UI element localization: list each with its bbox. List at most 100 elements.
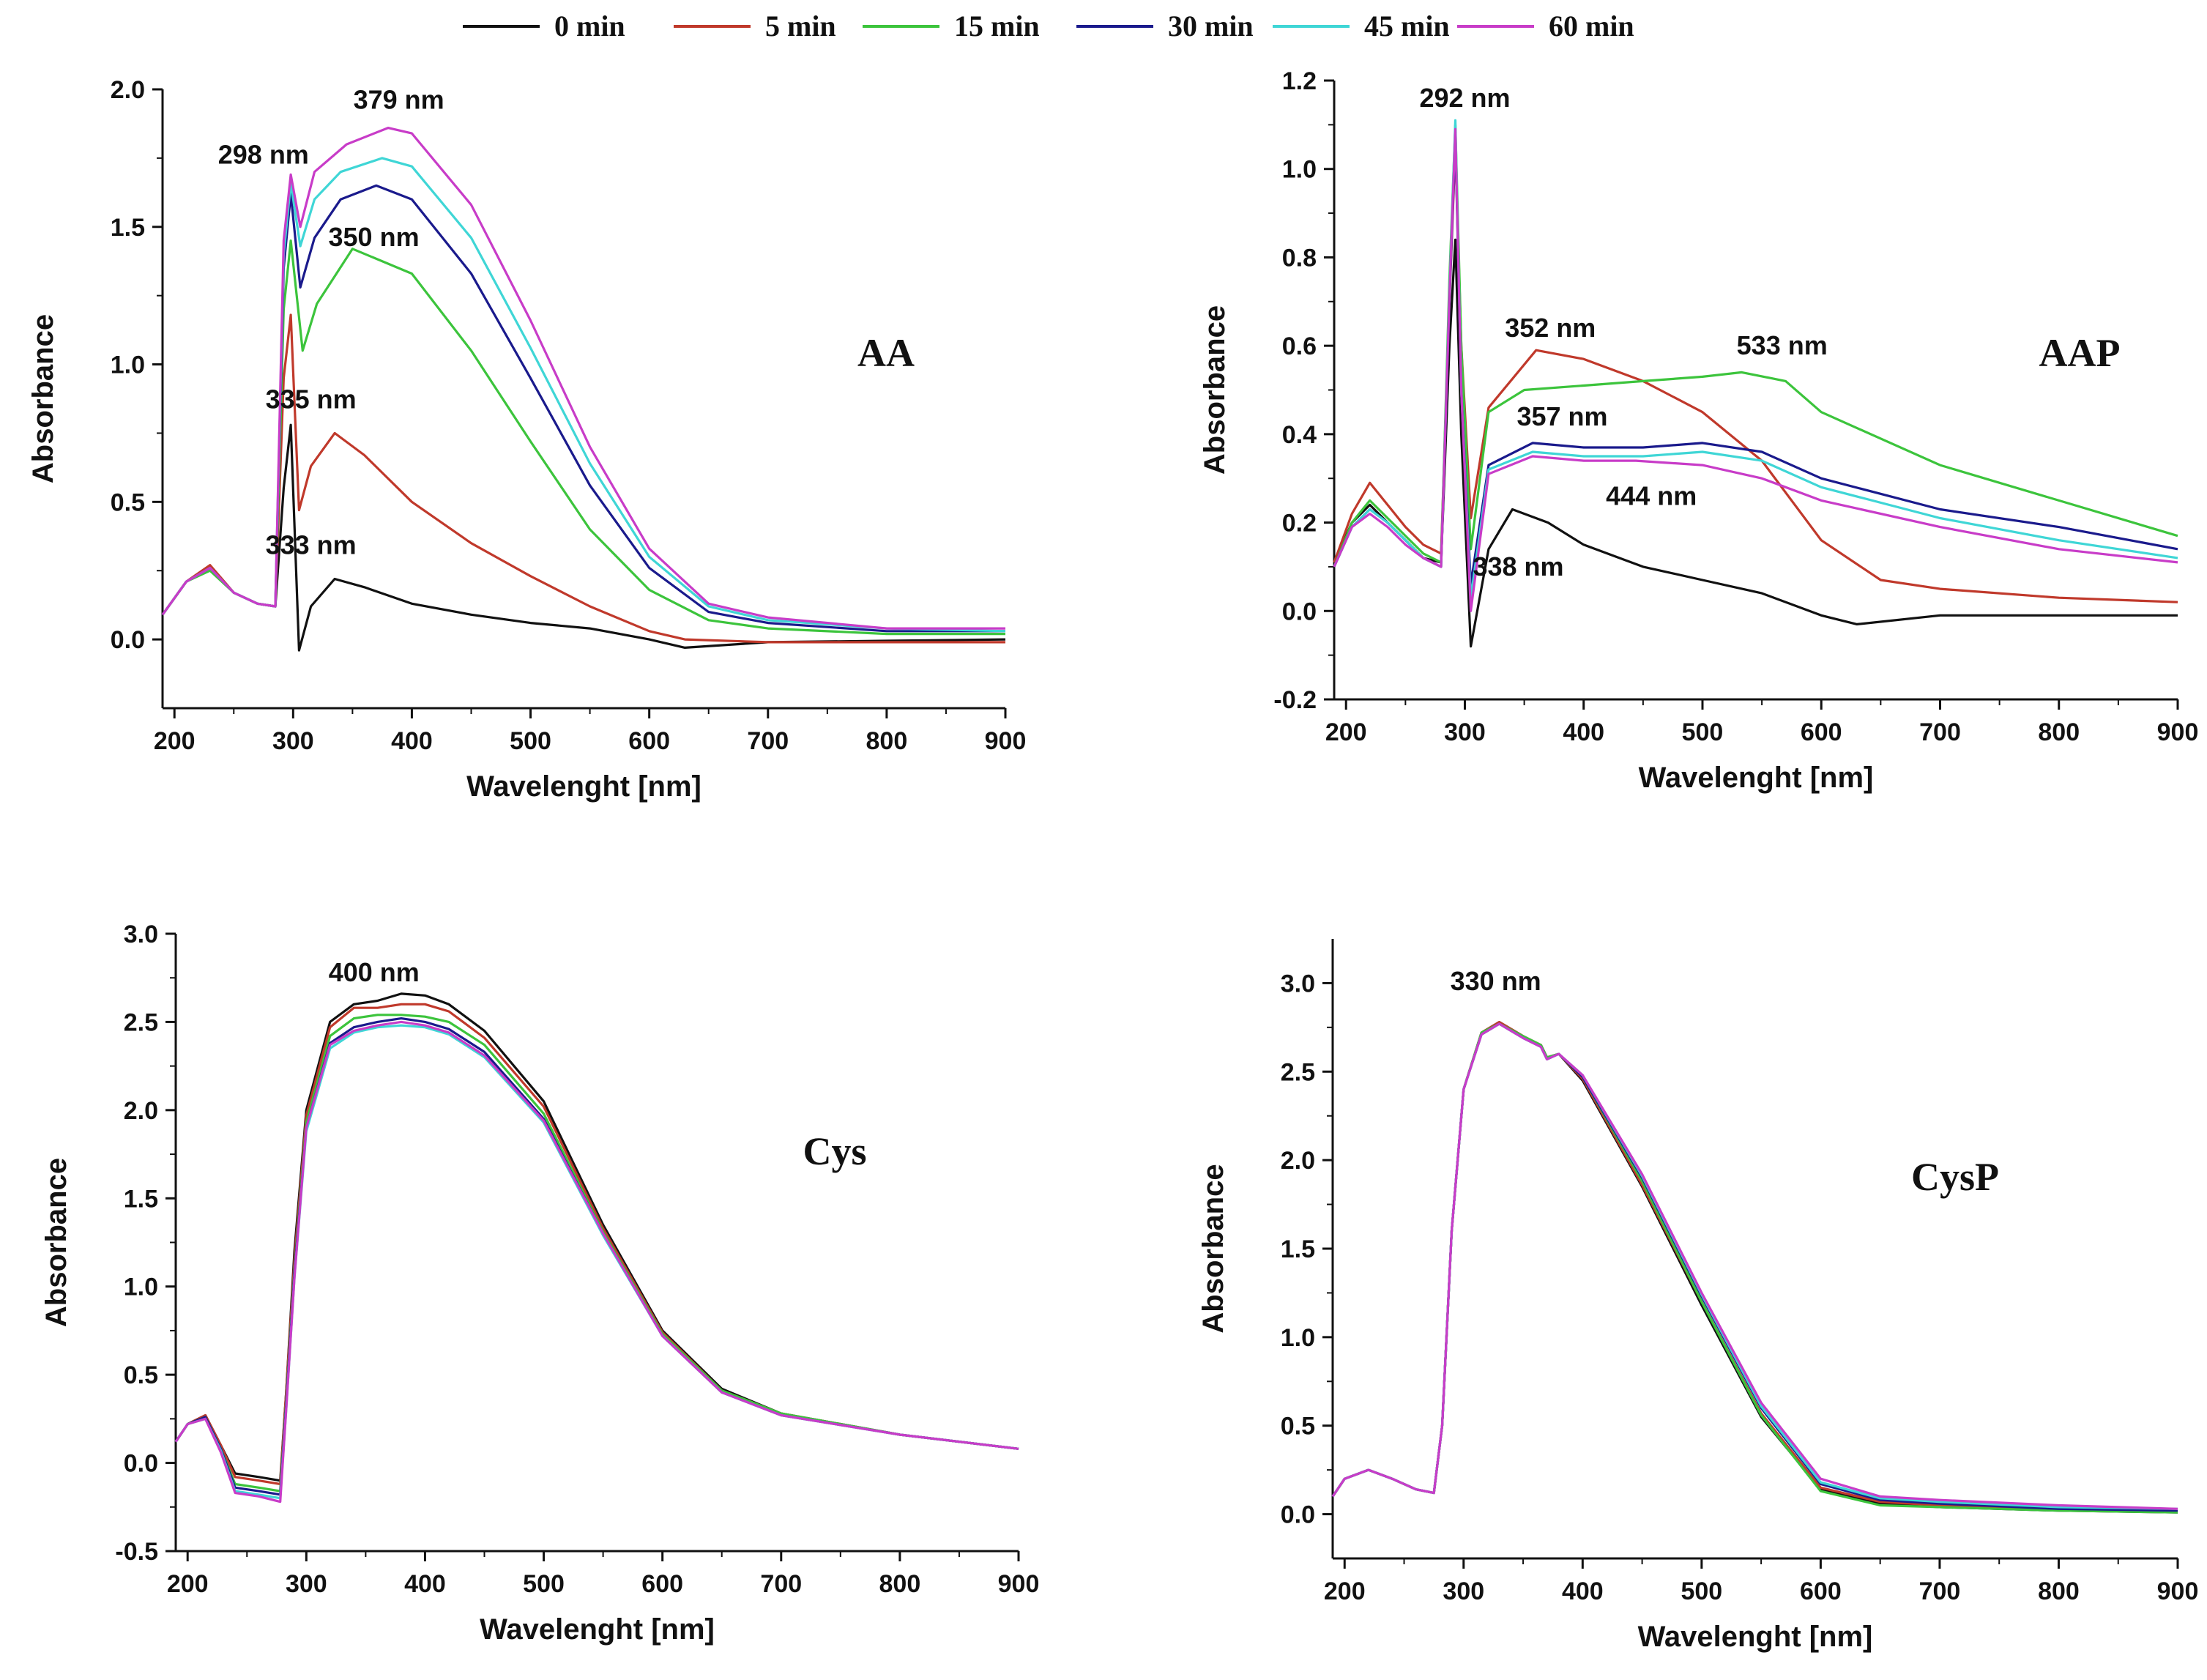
y-tick-label: 1.2 bbox=[1282, 67, 1317, 95]
y-tick-label: 0.0 bbox=[1281, 1501, 1315, 1529]
panel-tag-cysp: CysP bbox=[1911, 1155, 1999, 1199]
x-tick-label: 800 bbox=[879, 1570, 921, 1598]
x-tick-label: 700 bbox=[1919, 718, 1961, 746]
x-tick-label: 600 bbox=[628, 727, 670, 755]
x-tick-label: 300 bbox=[286, 1570, 327, 1598]
x-tick-label: 500 bbox=[1681, 1577, 1722, 1605]
y-tick-label: 0.5 bbox=[124, 1361, 158, 1389]
x-tick-label: 400 bbox=[1562, 1577, 1604, 1605]
x-tick-label: 500 bbox=[523, 1570, 565, 1598]
y-tick-label: 3.0 bbox=[1281, 970, 1315, 997]
x-tick-label: 800 bbox=[2038, 718, 2080, 746]
x-tick-label: 800 bbox=[2038, 1577, 2080, 1605]
legend-label-15-min: 15 min bbox=[954, 10, 1040, 42]
x-tick-label: 900 bbox=[998, 1570, 1040, 1598]
y-tick-label: 0.0 bbox=[1282, 598, 1317, 625]
x-tick-label: 500 bbox=[1682, 718, 1724, 746]
x-axis-label: Wavelenght [nm] bbox=[1638, 1621, 1873, 1653]
series-line-5-min bbox=[1333, 145, 2178, 603]
x-tick-label: 700 bbox=[747, 727, 789, 755]
y-tick-label: 3.0 bbox=[124, 921, 158, 948]
x-tick-label: 900 bbox=[2157, 718, 2199, 746]
x-tick-label: 800 bbox=[866, 727, 908, 755]
peak-annotation: 533 nm bbox=[1737, 330, 1828, 360]
y-tick-label: 1.0 bbox=[124, 1274, 158, 1301]
x-tick-label: 600 bbox=[641, 1570, 683, 1598]
y-tick-label: 2.5 bbox=[124, 1008, 158, 1036]
x-tick-label: 300 bbox=[272, 727, 314, 755]
x-tick-label: 600 bbox=[1801, 718, 1842, 746]
series-line-15-min bbox=[1333, 123, 2178, 568]
y-axis-label: Absorbance bbox=[27, 314, 59, 483]
y-tick-label: 1.0 bbox=[1281, 1324, 1315, 1352]
y-axis-label: Absorbance bbox=[1199, 305, 1231, 475]
x-tick-label: 200 bbox=[154, 727, 196, 755]
series-line-60-min bbox=[161, 127, 1005, 630]
y-tick-label: 1.5 bbox=[1281, 1235, 1315, 1263]
panel-tag-cys: Cys bbox=[803, 1129, 866, 1173]
y-tick-label: 1.5 bbox=[111, 214, 145, 242]
peak-annotation: 352 nm bbox=[1505, 313, 1596, 343]
panel-tag-aa: AA bbox=[857, 331, 915, 375]
y-tick-label: 2.5 bbox=[1281, 1058, 1315, 1086]
y-axis-label: Absorbance bbox=[40, 1158, 72, 1327]
x-tick-label: 200 bbox=[1324, 1577, 1366, 1605]
chart-aa: 200 300 400 500 600 700 800 900 0.0 0.5 1.0 1.5 2.0 W… bbox=[27, 76, 1026, 803]
x-axis-label: Wavelenght [nm] bbox=[1639, 762, 1874, 794]
x-tick-label: 400 bbox=[1563, 718, 1604, 746]
y-tick-label: 0.8 bbox=[1282, 244, 1317, 272]
x-tick-label: 700 bbox=[760, 1570, 802, 1598]
x-tick-label: 300 bbox=[1443, 1577, 1484, 1605]
y-tick-label: 0.5 bbox=[1281, 1413, 1315, 1441]
x-tick-label: 300 bbox=[1444, 718, 1486, 746]
series-line-60-min bbox=[174, 1020, 1019, 1504]
peak-annotation: 298 nm bbox=[218, 139, 309, 169]
legend-label-30-min: 30 min bbox=[1168, 10, 1254, 42]
y-tick-label: 2.0 bbox=[111, 76, 145, 104]
chart-cys: 200 300 400 500 600 700 800 900 -0.5 0.0 0.5 1.0 1.5… bbox=[40, 921, 1039, 1646]
peak-annotation: 444 nm bbox=[1606, 480, 1697, 510]
y-tick-label: 2.0 bbox=[1281, 1147, 1315, 1175]
x-tick-label: 200 bbox=[1325, 718, 1367, 746]
series-line-60-min bbox=[1333, 127, 2178, 612]
y-tick-label: 0.0 bbox=[111, 626, 145, 654]
x-tick-label: 200 bbox=[167, 1570, 209, 1598]
y-tick-label: 0.4 bbox=[1282, 421, 1317, 449]
legend-label-45-min: 45 min bbox=[1364, 10, 1450, 42]
y-axis-label: Absorbance bbox=[1197, 1164, 1229, 1333]
y-tick-label: 0.5 bbox=[111, 488, 145, 516]
panel-tag-aap: AAP bbox=[2039, 331, 2121, 375]
y-tick-label: 2.0 bbox=[124, 1097, 158, 1125]
legend-label-5-min: 5 min bbox=[765, 10, 836, 42]
x-tick-label: 700 bbox=[1919, 1577, 1961, 1605]
series-line-60-min bbox=[1331, 1022, 2178, 1510]
x-tick-label: 900 bbox=[985, 727, 1027, 755]
y-tick-label: 0.2 bbox=[1282, 510, 1317, 538]
y-tick-label: 0.6 bbox=[1282, 332, 1317, 360]
chart-aap: 200 300 400 500 600 700 800 900 -0.2 0.0 0.2 0.4 0.6… bbox=[1199, 67, 2198, 794]
x-axis-label: Wavelenght [nm] bbox=[480, 1613, 715, 1646]
series-line-0-min bbox=[174, 992, 1019, 1482]
peak-annotation: 338 nm bbox=[1473, 551, 1563, 581]
peak-annotation: 333 nm bbox=[266, 530, 357, 560]
peak-annotation: 400 nm bbox=[329, 957, 420, 987]
y-tick-label: -0.5 bbox=[115, 1538, 158, 1566]
x-tick-label: 600 bbox=[1800, 1577, 1842, 1605]
y-tick-label: 1.0 bbox=[111, 352, 145, 379]
peak-annotation: 357 nm bbox=[1516, 401, 1607, 431]
peak-annotation: 335 nm bbox=[266, 384, 357, 415]
x-axis-label: Wavelenght [nm] bbox=[466, 770, 701, 803]
y-tick-label: 1.5 bbox=[124, 1185, 158, 1213]
x-tick-label: 900 bbox=[2157, 1577, 2199, 1605]
peak-annotation: 292 nm bbox=[1419, 83, 1510, 113]
y-tick-label: 0.0 bbox=[124, 1450, 158, 1478]
peak-annotation: 379 nm bbox=[354, 84, 444, 114]
x-tick-label: 500 bbox=[510, 727, 551, 755]
y-tick-label: -0.2 bbox=[1273, 686, 1317, 714]
chart-cysp: 200 300 400 500 600 700 800 900 0.0 0.5 1.0 1.5 2.0 2… bbox=[1197, 939, 2198, 1653]
legend-label-60-min: 60 min bbox=[1549, 10, 1634, 42]
legend-label-0-min: 0 min bbox=[554, 10, 625, 42]
peak-annotation: 330 nm bbox=[1451, 966, 1541, 996]
